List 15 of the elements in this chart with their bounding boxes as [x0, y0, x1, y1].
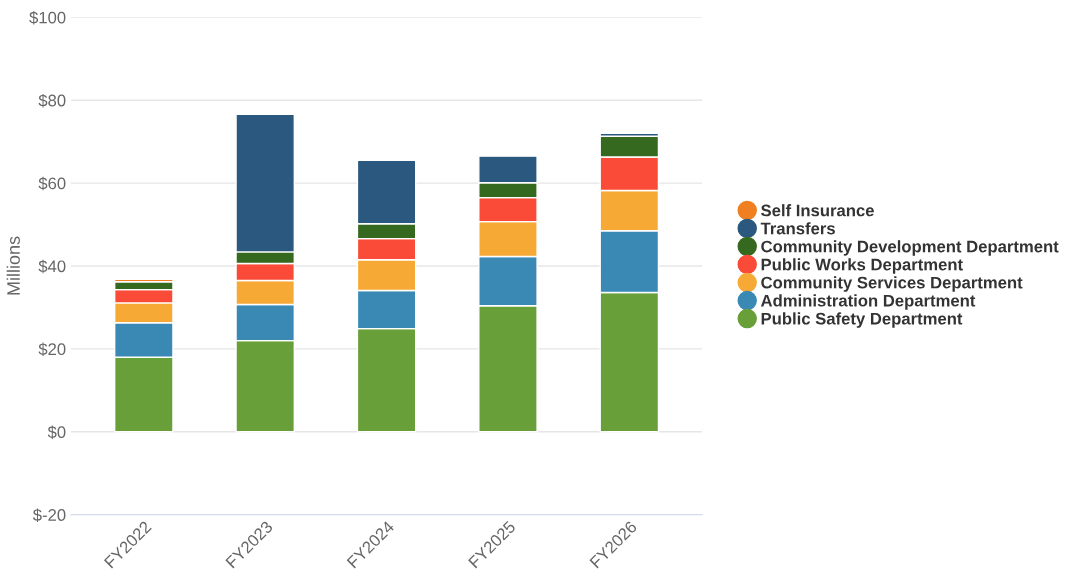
- legend-label: Community Development Department: [761, 240, 1059, 256]
- y-tick-label: $20: [38, 342, 66, 357]
- legend-label: Administration Department: [760, 294, 976, 310]
- legend-label: Public Safety Department: [761, 312, 963, 328]
- y-tick-label: $-20: [32, 508, 66, 522]
- y-tick-label: $80: [38, 93, 66, 108]
- y-tick-label: $0: [47, 425, 66, 439]
- legend-label: Transfers: [760, 222, 835, 235]
- y-tick-label: $60: [38, 176, 66, 191]
- legend-label: Self Insurance: [761, 204, 874, 217]
- y-tick-label: $100: [29, 11, 66, 25]
- y-tick-label: $40: [38, 259, 66, 274]
- legend-label: Community Services Department: [761, 276, 1023, 292]
- legend-label: Public Works Department: [761, 258, 963, 274]
- y-axis-title: Millions: [6, 236, 20, 295]
